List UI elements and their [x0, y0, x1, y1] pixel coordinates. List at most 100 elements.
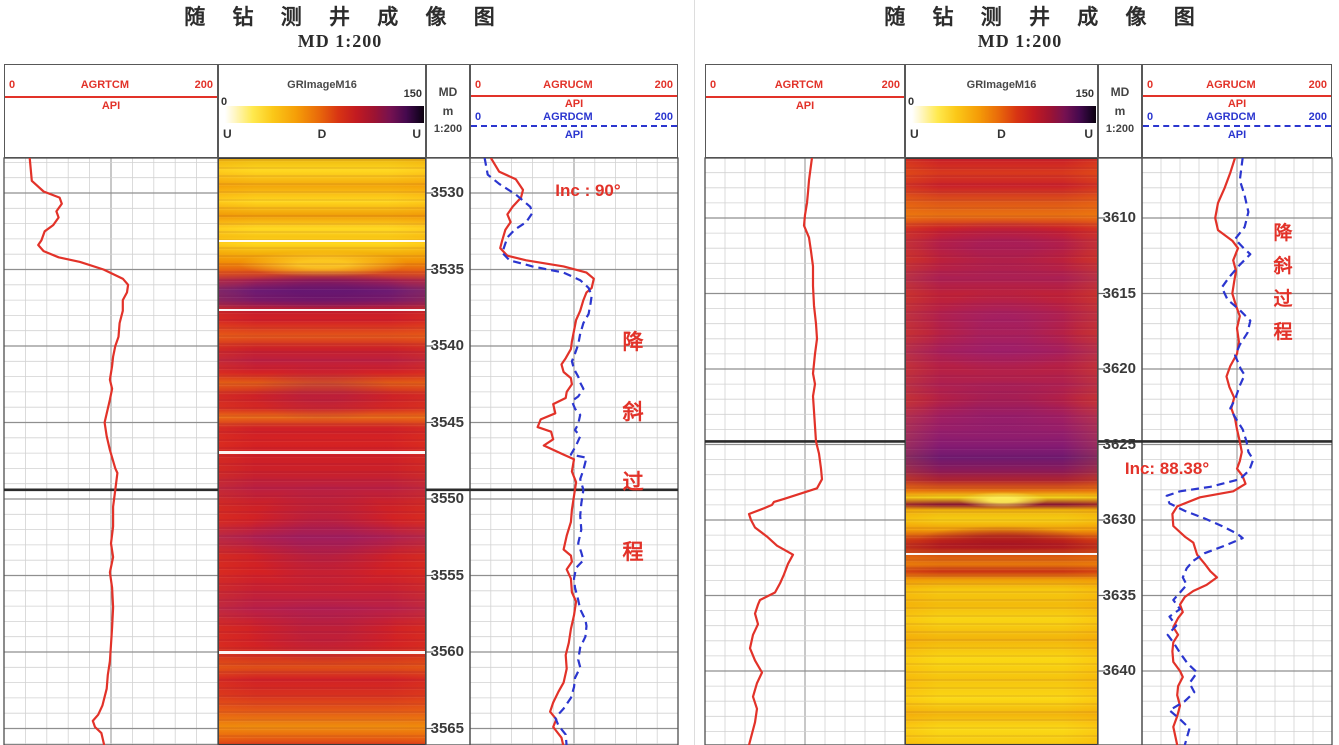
colorbar-min: 0 [221, 96, 228, 108]
image-white-stripe [906, 552, 1097, 556]
curve-style-rule [1143, 95, 1331, 97]
image-center-label: D [317, 127, 327, 141]
agrdcm-curve [1165, 158, 1255, 745]
depth-scale: 1:200 [1105, 123, 1135, 135]
depth-tick-label: 3540 [430, 337, 464, 354]
image-edge-right-label: U [1084, 127, 1093, 141]
panel-separator [694, 0, 695, 745]
gr-track-header: 0 AGRTCM 200 API [4, 64, 218, 158]
agrucm-curve [489, 158, 595, 745]
process-annotation-char: 斜 [1273, 255, 1293, 277]
colorbar [225, 106, 424, 123]
process-annotation-char: 斜 [622, 400, 644, 424]
image-feature-blob [248, 483, 398, 594]
image-edge-right-label: U [412, 127, 421, 141]
depth-unit: m [1114, 104, 1126, 118]
curve-style-rule-dashed [1143, 125, 1331, 127]
gr-image-track [218, 158, 426, 745]
agrtcm-curve [747, 158, 824, 745]
curve-name: AGRUCM [1206, 79, 1256, 91]
scale-min: 0 [1147, 79, 1154, 91]
curve-unit: API [564, 129, 584, 141]
curve-unit: API [1227, 98, 1247, 110]
gr-image-track [905, 158, 1098, 745]
page-title: 随 钻 测 井 成 像 图 [184, 5, 506, 29]
image-band-texture [906, 159, 1097, 744]
scale-max: 200 [654, 111, 673, 123]
depth-tick-label: 3625 [1102, 435, 1136, 453]
depth-label: MD [438, 85, 458, 99]
curve-unit: API [795, 100, 815, 112]
depth-tick-label: 3535 [430, 260, 464, 278]
curve-style-rule [706, 96, 904, 98]
agrucm-curve [1171, 158, 1247, 745]
depth-scale-label: MD 1:200 [297, 31, 383, 51]
depth-tick-label: 3550 [430, 490, 464, 507]
depth-track-header: MD m 1:200 [1098, 64, 1142, 158]
depth-tick-label: 3615 [1102, 284, 1136, 302]
colorbar [912, 106, 1096, 123]
colorbar-min: 0 [908, 96, 915, 108]
scale-min: 0 [475, 79, 482, 91]
scale-min: 0 [475, 111, 482, 123]
depth-scale: 1:200 [433, 123, 463, 135]
page-title: 随 钻 测 井 成 像 图 [884, 5, 1206, 29]
image-feature-blob [253, 362, 393, 423]
gr-track-header: 0 AGRTCM 200 API [705, 64, 905, 158]
colorbar-max: 150 [403, 88, 422, 100]
curve-style-rule [471, 95, 677, 97]
scale-max: 200 [1308, 111, 1327, 123]
image-edge-tint [906, 159, 1097, 744]
process-annotation-char: 程 [622, 540, 644, 564]
image-white-stripe [219, 651, 425, 654]
depth-tick-label: 3545 [430, 413, 464, 431]
curve-unit: API [564, 98, 584, 110]
scale-min: 0 [9, 79, 16, 91]
image-feature-blob [233, 270, 413, 311]
curve-name: AGRDCM [1206, 111, 1256, 123]
scale-max: 200 [654, 79, 673, 91]
agrtcm-curve [28, 158, 130, 745]
colorbar-max: 150 [1075, 88, 1094, 100]
curve-name: AGRUCM [543, 79, 593, 91]
curve-name: AGRTCM [774, 79, 824, 91]
scale-max: 200 [1308, 79, 1327, 91]
depth-tick-label: 3565 [430, 719, 464, 737]
scale-min: 0 [1147, 111, 1154, 123]
image-feature-blob [238, 251, 408, 278]
process-annotation-char: 程 [1273, 321, 1293, 343]
image-feature-blob [957, 491, 1048, 508]
process-annotation-char: 过 [1273, 288, 1293, 310]
dual-gr-track-header: 0 AGRUCM 200 API 0 AGRDCM 200 API [1142, 64, 1332, 158]
curve-style-rule [5, 96, 217, 98]
image-edge-left-label: U [910, 127, 919, 141]
image-edge-left-label: U [223, 127, 232, 141]
depth-tick-label: 3560 [430, 643, 464, 660]
process-annotation-char: 降 [622, 330, 644, 354]
scale-max: 200 [194, 79, 213, 91]
image-center-label: D [997, 127, 1006, 141]
image-feature-blob [922, 377, 1083, 438]
depth-scale-label: MD 1:200 [977, 31, 1063, 51]
dual-gr-track-header: 0 AGRUCM 200 API 0 AGRDCM 200 API [470, 64, 678, 158]
depth-tick-label: 3640 [1102, 662, 1136, 679]
image-white-stripe [219, 451, 425, 454]
depth-tick-label: 3635 [1102, 586, 1136, 604]
depth-tick-label: 3530 [430, 184, 464, 201]
process-annotation-char: 降 [1273, 222, 1293, 244]
image-track-header: GRImageM16 150 0 U D U [905, 64, 1098, 158]
curve-unit: API [1227, 129, 1247, 141]
image-curve-name: GRImageM16 [287, 79, 357, 91]
agrdcm-curve [483, 158, 593, 745]
curve-name: AGRTCM [80, 79, 130, 91]
depth-unit: m [442, 104, 454, 118]
process-annotation-char: 过 [622, 470, 644, 494]
image-feature-blob [917, 219, 1088, 280]
image-curve-name: GRImageM16 [966, 79, 1037, 91]
image-track-header: GRImageM16 150 0 U D U [218, 64, 426, 158]
scale-min: 0 [710, 79, 717, 91]
depth-tick-label: 3630 [1102, 511, 1136, 528]
image-feature-blob [917, 526, 1088, 553]
